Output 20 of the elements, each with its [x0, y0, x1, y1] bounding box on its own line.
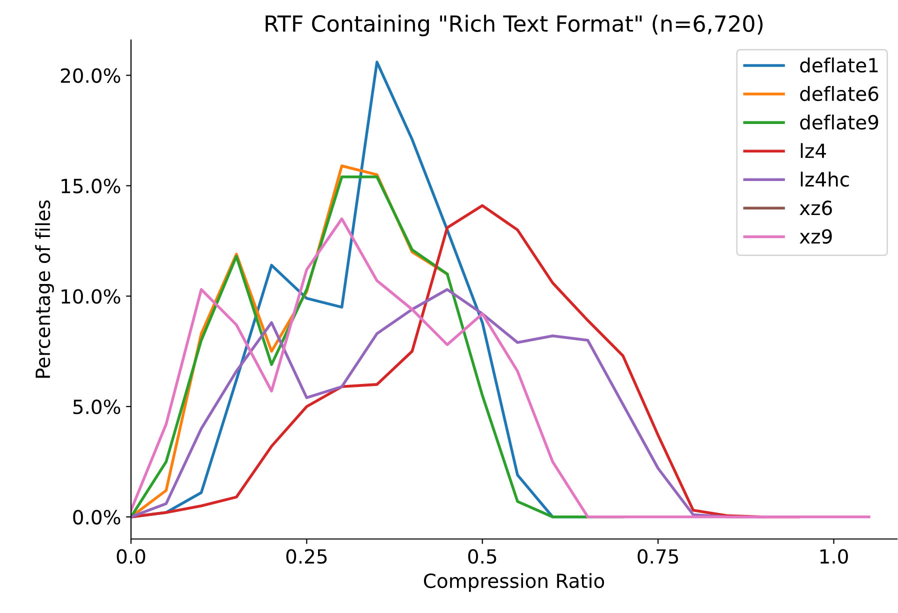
- y-axis-title: Percentage of files: [35, 200, 54, 378]
- legend-label: lz4: [800, 143, 826, 158]
- legend-label: lz4hc: [800, 172, 849, 187]
- y-tick-label: 10.0%: [62, 289, 120, 304]
- legend-label: xz9: [800, 229, 832, 244]
- legend-label: deflate9: [800, 114, 878, 130]
- x-tick-label: 0.75: [638, 549, 678, 564]
- legend-label: xz6: [800, 200, 832, 216]
- legend-label: deflate6: [800, 86, 878, 102]
- x-tick-label: 0.0: [116, 549, 146, 564]
- x-tick-label: 0.25: [286, 549, 327, 564]
- x-tick-label: 1.0: [820, 549, 848, 564]
- y-tick-label: 0.0%: [73, 510, 120, 525]
- x-axis-title: Compression Ratio: [424, 573, 604, 592]
- legend-label: deflate1: [800, 58, 878, 73]
- y-tick-label: 20.0%: [60, 68, 120, 83]
- y-tick-label: 5.0%: [73, 399, 120, 414]
- chart-title: RTF Containing "Rich Text Format" (n=6,720): [266, 14, 763, 36]
- y-tick-label: 15.0%: [62, 178, 120, 194]
- x-tick-label: 0.5: [468, 549, 496, 564]
